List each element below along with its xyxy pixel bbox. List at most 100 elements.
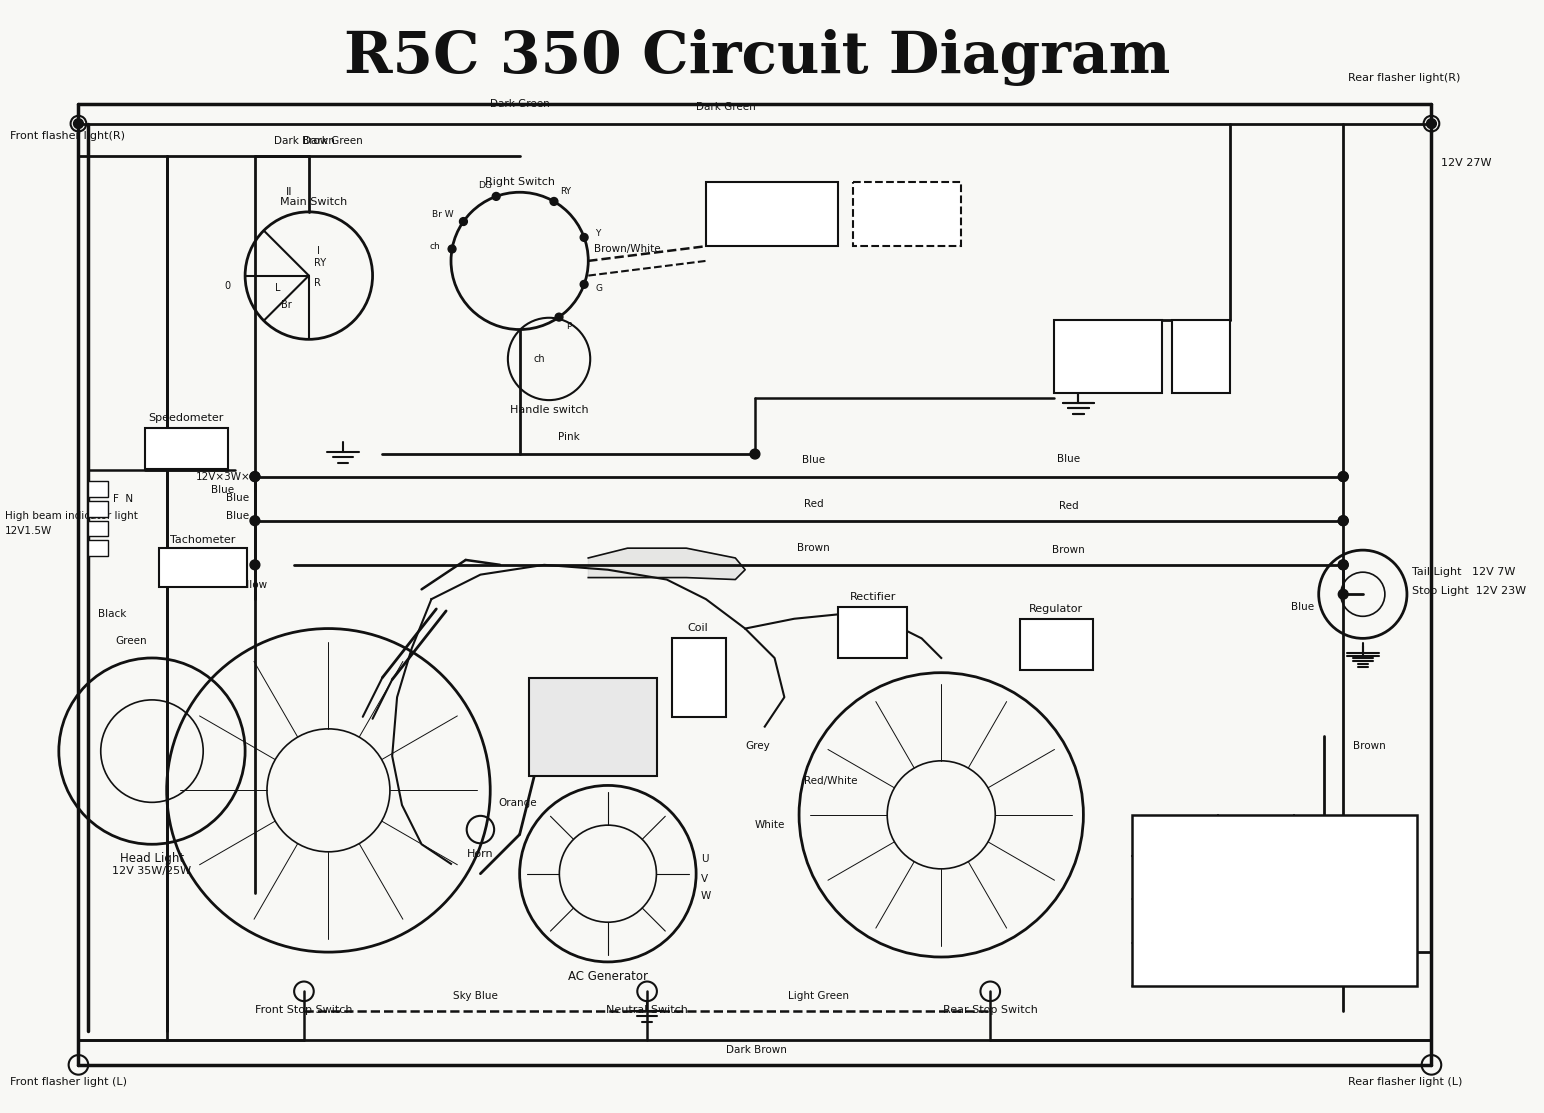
Text: Battery: Battery (1064, 334, 1106, 344)
Circle shape (250, 472, 259, 482)
Text: R+L: R+L (1343, 958, 1368, 972)
Text: F  N: F N (113, 494, 133, 504)
Text: Y: Y (594, 229, 601, 238)
Circle shape (250, 472, 259, 482)
Text: Stop Light  12V 23W: Stop Light 12V 23W (1411, 587, 1525, 597)
Text: DG: DG (479, 180, 493, 190)
Text: Connection: Connection (1322, 827, 1390, 839)
Bar (672, 639, 726, 717)
Text: P: P (565, 323, 571, 332)
Text: Head Light: Head Light (120, 853, 184, 865)
Text: Parking: Parking (1232, 958, 1280, 972)
Text: 12V 55AH: 12V 55AH (1064, 352, 1112, 362)
Text: R+Br+RY: R+Br+RY (1328, 915, 1383, 928)
Text: Stop: Stop (1241, 871, 1271, 884)
Bar (88, 540, 108, 556)
Text: Front Stop Switch: Front Stop Switch (255, 1005, 352, 1015)
Bar (88, 521, 108, 536)
Text: Br W: Br W (432, 210, 454, 219)
Bar (838, 607, 906, 658)
Text: Key: Key (1164, 823, 1186, 836)
Text: Dark Green: Dark Green (696, 102, 755, 112)
Text: Speedometer: Speedometer (148, 413, 224, 423)
Text: R5C 350 Circuit Diagram: R5C 350 Circuit Diagram (344, 29, 1170, 87)
Text: Black: Black (99, 609, 127, 619)
Text: Blue: Blue (1291, 602, 1314, 612)
Circle shape (550, 197, 557, 206)
Polygon shape (588, 549, 746, 580)
Bar (1019, 619, 1093, 670)
Text: Fuse: Fuse (1189, 334, 1214, 344)
Text: Main Switch: Main Switch (279, 197, 347, 207)
Text: Horn: Horn (468, 849, 494, 859)
Text: position: position (1152, 835, 1198, 847)
Text: Flasher Switch: Flasher Switch (730, 217, 812, 227)
Text: 12V 35W/25W: 12V 35W/25W (113, 866, 191, 876)
Circle shape (1339, 590, 1348, 599)
Circle shape (1339, 515, 1348, 525)
Text: Neutral Switch: Neutral Switch (607, 1005, 689, 1015)
Text: Rear flasher light (L): Rear flasher light (L) (1348, 1076, 1462, 1086)
Circle shape (250, 560, 259, 570)
Text: 12V1.5W: 12V1.5W (5, 525, 52, 535)
Text: Dark Brown: Dark Brown (727, 1045, 787, 1055)
Text: Dark Green: Dark Green (489, 99, 550, 109)
Circle shape (1339, 515, 1348, 525)
Text: Sky Blue: Sky Blue (452, 992, 499, 1001)
Text: Blue: Blue (225, 511, 249, 521)
Text: Brown/White: Brown/White (594, 244, 661, 254)
Text: Light Green: Light Green (787, 992, 849, 1001)
Circle shape (1339, 472, 1348, 482)
Text: RY: RY (313, 258, 326, 268)
Circle shape (460, 218, 468, 226)
Text: II: II (286, 187, 292, 197)
Bar (1172, 319, 1231, 393)
Text: Flasher: Flasher (886, 201, 928, 211)
Text: 12V×3W×4: 12V×3W×4 (196, 472, 258, 482)
Text: Front flasher light(R): Front flasher light(R) (9, 131, 125, 141)
Text: II: II (1172, 958, 1178, 972)
Text: 0: 0 (1170, 871, 1180, 884)
Text: U: U (701, 854, 709, 864)
Text: W: W (701, 892, 712, 902)
Text: Coil: Coil (687, 623, 709, 633)
Text: Handle switch: Handle switch (510, 405, 588, 415)
Text: Red: Red (1059, 501, 1079, 511)
Circle shape (74, 119, 83, 128)
Text: Rear Stop Switch: Rear Stop Switch (943, 1005, 1038, 1015)
Text: Tachometer: Tachometer (170, 535, 236, 545)
Bar (159, 549, 247, 588)
Text: Rectifier: Rectifier (849, 592, 896, 602)
Text: High beam indicator light: High beam indicator light (5, 511, 137, 521)
Text: I: I (317, 246, 320, 256)
Bar (88, 501, 108, 516)
Text: Brown: Brown (1053, 545, 1085, 555)
Circle shape (1339, 560, 1348, 570)
Text: Right Switch: Right Switch (485, 177, 554, 187)
Text: Blue: Blue (225, 493, 249, 503)
Text: Dark Brown: Dark Brown (273, 136, 335, 146)
Text: Blue: Blue (1058, 454, 1081, 464)
Text: Brown: Brown (1353, 741, 1387, 751)
Text: relay: relay (892, 219, 920, 229)
Text: R: R (313, 277, 321, 287)
Bar (852, 183, 960, 246)
Bar (706, 183, 838, 246)
Text: ch: ch (429, 243, 440, 252)
Text: L: L (275, 284, 279, 294)
Text: V: V (701, 874, 709, 884)
Bar (1055, 319, 1161, 393)
Circle shape (750, 450, 760, 459)
Text: Blue: Blue (212, 485, 235, 495)
Text: G: G (594, 284, 602, 293)
Text: Grey: Grey (746, 741, 770, 751)
Text: Blue: Blue (803, 455, 826, 465)
Text: Pink: Pink (557, 432, 579, 442)
Text: Red/White: Red/White (804, 776, 857, 786)
Text: Regulator: Regulator (1028, 604, 1082, 614)
Text: Green: Green (116, 637, 147, 647)
Text: Driving: Driving (1234, 915, 1278, 928)
Text: Front flasher light (L): Front flasher light (L) (9, 1076, 127, 1086)
Text: 20A: 20A (1190, 354, 1210, 364)
Text: RY: RY (560, 187, 571, 196)
